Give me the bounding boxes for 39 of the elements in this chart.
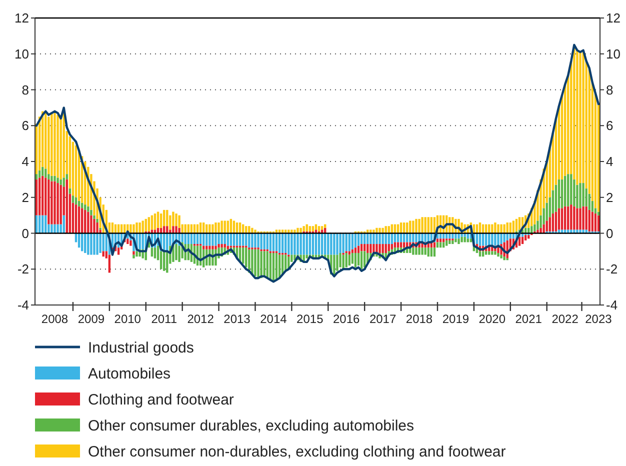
x-tick-label: 2017 [369,312,396,326]
y2-tick-label: 10 [606,46,620,62]
y2-tick-label: 12 [606,10,620,26]
x-tick-label: 2020 [478,312,506,326]
legend-label: Other consumer non-durables, excluding clothing and footwear [88,443,506,460]
x-tick-label: 2010 [114,312,142,326]
x-tick-label: 2016 [333,312,360,326]
y2-tick-label: -2 [606,262,618,277]
x-tick-label: 2008 [41,312,68,326]
x-tick-label: 2018 [406,312,433,326]
x-tick-label: 2014 [260,312,288,326]
x-tick-label: 2023 [585,312,612,326]
y2-tick-label: 4 [606,154,614,170]
y-tick-label: 8 [22,82,29,98]
y-tick-label: -2 [17,262,29,277]
x-tick-label: 2022 [552,312,579,326]
y-tick-label: 2 [22,190,29,205]
y-tick-label: 10 [14,46,29,62]
y2-tick-label: 8 [606,82,614,98]
y2-tick-label: -4 [606,298,618,313]
legend-label: Industrial goods [88,339,194,356]
x-tick-label: 2015 [296,312,324,326]
y2-tick-label: 6 [606,118,614,134]
x-tick-label: 2012 [187,312,214,326]
legend-label: Automobiles [88,365,171,382]
x-tick-label: 2019 [442,312,470,326]
x-tick-label: 2009 [78,312,105,326]
legend-label: Clothing and footwear [88,391,234,408]
x-tick-label: 2021 [515,312,542,326]
y-tick-label: 0 [22,226,29,241]
legend-label: Other consumer durables, excluding automobiles [88,417,414,434]
y-tick-label: 12 [14,10,29,26]
y2-tick-label: 0 [606,226,614,241]
y2-tick-label: 2 [606,190,614,205]
x-tick-label: 2011 [151,312,178,326]
y-tick-label: 6 [22,118,29,134]
y-tick-label: 4 [22,154,29,170]
y-tick-label: -4 [17,298,29,313]
x-tick-label: 2013 [224,312,251,326]
